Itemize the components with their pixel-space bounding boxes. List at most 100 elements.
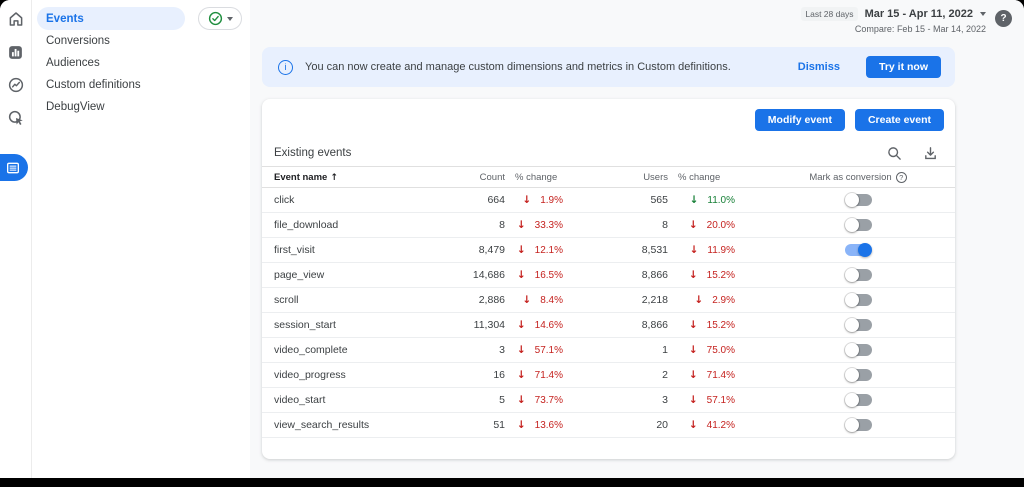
event-count: 16	[493, 369, 505, 381]
column-header-mark-as-conversion: Mark as conversion?	[749, 171, 967, 183]
event-users: 8,866	[641, 319, 668, 331]
count-change-cell: ↓ 1.9%	[505, 195, 565, 206]
users-change-value: 11.0%	[707, 194, 735, 206]
users-change-cell: ↓ 57.1%	[668, 395, 737, 406]
table-row: video_progress 16 ↓ 71.4% 2 ↓ 71.4%	[262, 363, 955, 388]
event-name[interactable]: video_progress	[274, 369, 346, 381]
question-circle-icon: ?	[895, 171, 907, 183]
count-change-cell: ↓ 71.4%	[505, 370, 565, 381]
reports-icon[interactable]	[5, 41, 27, 63]
event-name[interactable]: session_start	[274, 319, 336, 331]
table-row: session_start 11,304 ↓ 14.6% 8,866 ↓ 15.…	[262, 313, 955, 338]
users-change-cell: ↓ 75.0%	[668, 345, 737, 356]
create-event-button[interactable]: Create event	[854, 109, 944, 131]
mark-as-conversion-toggle[interactable]	[844, 343, 872, 357]
event-count: 14,686	[472, 269, 505, 281]
event-users: 565	[650, 194, 668, 206]
users-change-cell: ↓ 15.2%	[668, 270, 737, 281]
event-name[interactable]: click	[274, 194, 295, 206]
users-change-arrow-icon: ↓	[688, 218, 698, 231]
mark-as-conversion-toggle[interactable]	[844, 193, 872, 207]
mark-as-conversion-toggle[interactable]	[844, 418, 872, 432]
event-name[interactable]: page_view	[274, 269, 325, 281]
count-change-arrow-icon: ↓	[516, 393, 526, 406]
event-name[interactable]: video_complete	[274, 344, 348, 356]
count-change-value: 73.7%	[534, 394, 563, 406]
sidebar-item-audiences[interactable]: Audiences	[46, 57, 100, 69]
advertising-icon[interactable]	[5, 107, 27, 129]
users-change-cell: ↓ 11.0%	[668, 195, 737, 206]
download-icon[interactable]	[919, 144, 941, 162]
sidebar-item-debugview[interactable]: DebugView	[46, 101, 105, 113]
count-change-value: 12.1%	[534, 244, 563, 256]
sidebar-item-custom-definitions[interactable]: Custom definitions	[46, 79, 141, 91]
explore-icon-svg	[8, 77, 23, 93]
event-count: 11,304	[473, 319, 505, 331]
users-change-cell: ↓ 15.2%	[668, 320, 737, 331]
toggle-knob	[844, 293, 859, 307]
toggle-knob	[844, 343, 859, 357]
mark-as-conversion-toggle[interactable]	[844, 218, 872, 232]
table-row: file_download 8 ↓ 33.3% 8 ↓ 20.0%	[262, 213, 955, 238]
check-circle-icon	[208, 11, 222, 26]
mark-as-conversion-toggle[interactable]	[844, 293, 872, 307]
count-change-arrow-icon: ↓	[516, 268, 526, 281]
event-count: 8,479	[478, 244, 505, 256]
users-change-cell: ↓ 71.4%	[668, 370, 737, 381]
mark-as-conversion-toggle[interactable]	[844, 268, 872, 282]
table-body: click 664 ↓ 1.9% 565 ↓ 11.0% file_downlo…	[262, 188, 955, 438]
table-row: view_search_results 51 ↓ 13.6% 20 ↓ 41.2…	[262, 413, 955, 438]
explore-icon[interactable]	[5, 74, 27, 96]
count-change-value: 71.4%	[534, 369, 563, 381]
dismiss-button[interactable]: Dismiss	[797, 61, 840, 73]
toggle-knob	[844, 393, 859, 407]
search-icon[interactable]	[883, 144, 905, 162]
toggle-knob	[844, 318, 859, 332]
info-banner: i You can now create and manage custom d…	[262, 47, 955, 87]
mark-as-conversion-toggle[interactable]	[844, 393, 872, 407]
event-count: 8	[499, 219, 505, 231]
chevron-down-icon	[980, 12, 986, 16]
date-range-picker[interactable]: Last 28 days Mar 15 - Apr 11, 2022 Compa…	[801, 7, 986, 34]
configure-icon[interactable]	[0, 154, 28, 181]
help-icon[interactable]: ?	[995, 10, 1012, 27]
sort-ascending-icon: ↑	[330, 172, 338, 183]
sidebar-item-conversions[interactable]: Conversions	[46, 35, 110, 47]
users-change-value: 15.2%	[706, 269, 735, 281]
count-change-value: 13.6%	[534, 419, 563, 431]
modify-event-button[interactable]: Modify event	[754, 109, 845, 131]
try-it-now-button[interactable]: Try it now	[865, 56, 941, 78]
column-header-event-name[interactable]: Event name ↑	[274, 171, 338, 183]
main-content: Last 28 days Mar 15 - Apr 11, 2022 Compa…	[250, 0, 1024, 478]
count-change-value: 16.5%	[534, 269, 563, 281]
users-change-cell: ↓ 11.9%	[668, 245, 737, 256]
mark-as-conversion-toggle[interactable]	[844, 368, 872, 382]
users-change-value: 71.4%	[706, 369, 735, 381]
event-users: 8	[662, 219, 668, 231]
table-title: Existing events	[274, 147, 352, 159]
event-count: 3	[499, 344, 505, 356]
home-icon[interactable]	[5, 8, 27, 30]
users-change-arrow-icon: ↓	[688, 418, 698, 431]
event-name[interactable]: scroll	[274, 294, 299, 306]
column-header-count: Count	[479, 171, 505, 183]
users-change-arrow-icon: ↓	[688, 393, 698, 406]
count-change-cell: ↓ 73.7%	[505, 395, 565, 406]
home-icon-svg	[9, 12, 22, 26]
table-header-row: Event name ↑ Count % change Users % chang…	[262, 167, 955, 188]
events-status-dropdown[interactable]	[198, 7, 242, 30]
configure-icon-svg	[7, 162, 19, 173]
column-header-users: Users	[643, 171, 668, 183]
table-row: video_complete 3 ↓ 57.1% 1 ↓ 75.0%	[262, 338, 955, 363]
toggle-knob	[857, 243, 872, 257]
table-toolbar: Existing events	[262, 140, 955, 167]
mark-as-conversion-toggle[interactable]	[844, 318, 872, 332]
mark-as-conversion-toggle[interactable]	[844, 243, 872, 257]
event-name[interactable]: first_visit	[274, 244, 315, 256]
event-name[interactable]: file_download	[274, 219, 339, 231]
event-name[interactable]: view_search_results	[274, 419, 370, 431]
sidebar-item-events[interactable]: Events	[37, 7, 185, 30]
toggle-knob	[844, 418, 859, 432]
event-name[interactable]: video_start	[274, 394, 326, 406]
event-count: 664	[487, 194, 505, 206]
